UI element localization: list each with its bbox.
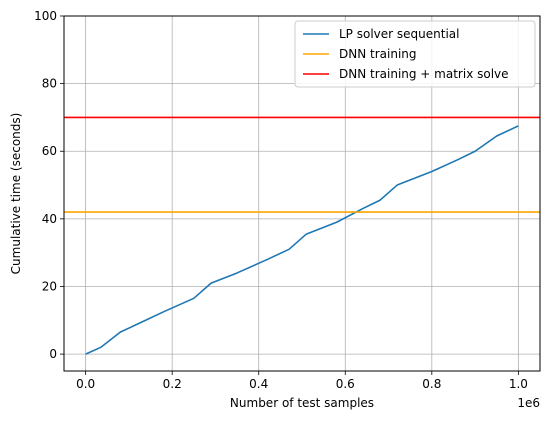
- x-axis-label: Number of test samples: [230, 396, 374, 410]
- x-tick-label: 0.2: [163, 377, 182, 391]
- y-tick-label: 20: [42, 279, 57, 293]
- legend-label-1: DNN training: [339, 47, 417, 61]
- y-axis-label: Cumulative time (seconds): [9, 113, 23, 275]
- series-line-0: [85, 125, 519, 355]
- legend: LP solver sequential DNN training DNN trai…: [294, 20, 536, 88]
- legend-box: [294, 20, 536, 88]
- y-tick-label: 40: [42, 212, 57, 226]
- x-tick-label: 1.0: [509, 377, 528, 391]
- y-tick-label: 100: [34, 9, 57, 23]
- x-tick-label: 0.8: [422, 377, 441, 391]
- legend-label-2: DNN training + matrix solve: [339, 67, 509, 81]
- x-tick-label: 0.4: [249, 377, 268, 391]
- x-axis-offset-label: 1e6: [517, 396, 540, 410]
- y-tick-label: 0: [49, 347, 57, 361]
- series-layer: [64, 116, 540, 355]
- x-tick-label: 0.6: [336, 377, 355, 391]
- x-tick-label: 0.0: [76, 377, 95, 391]
- plot-frame: [63, 15, 541, 372]
- legend-label-0: LP solver sequential: [339, 27, 459, 41]
- ticks: 0.0 0.2 0.4 0.6 0.8 1.0 0 20 40 60 80 100: [34, 9, 528, 391]
- y-tick-label: 80: [42, 77, 57, 91]
- y-tick-label: 60: [42, 144, 57, 158]
